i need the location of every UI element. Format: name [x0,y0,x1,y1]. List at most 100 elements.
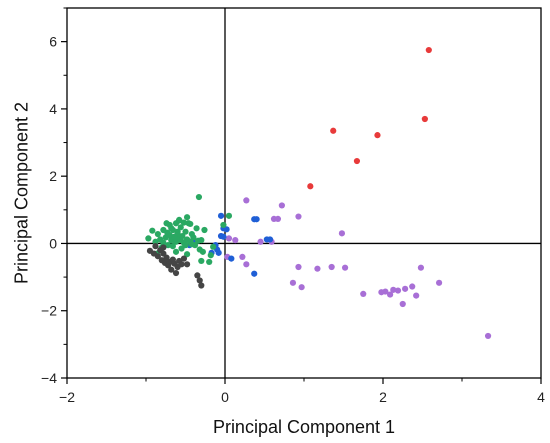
data-point [307,183,314,190]
data-point [190,234,197,241]
data-point [390,286,397,293]
y-tick-label: 0 [49,235,57,251]
data-point [168,266,175,273]
series-3 [145,193,233,266]
data-point [177,236,184,244]
data-point [177,224,184,231]
data-point [163,220,170,227]
y-tick-label: 6 [49,34,57,50]
data-point [257,238,264,245]
data-point [378,289,385,296]
series-4 [146,243,205,289]
data-point [145,235,152,242]
y-tick-label: −2 [41,303,57,319]
data-point [341,264,349,271]
data-point [409,283,416,290]
x-tick-label: 2 [379,389,387,405]
data-point [198,236,205,244]
data-point [182,242,189,249]
data-point [328,263,335,271]
data-point [228,255,235,262]
data-point [217,212,225,219]
data-point [289,279,297,286]
data-point [374,132,381,139]
data-point [295,263,302,271]
x-tick-label: 0 [221,389,229,405]
data-point [251,270,258,277]
x-axis-title: Principal Component 1 [213,417,395,437]
data-point [195,193,203,201]
data-point [178,261,185,268]
data-point [274,215,282,222]
data-point [194,272,201,279]
data-point [243,261,250,268]
data-point [154,230,161,238]
data-point [182,228,189,235]
data-point [172,269,180,277]
data-point [330,127,337,134]
data-point [201,226,208,234]
data-point [160,244,167,251]
data-point [413,292,420,299]
data-point [187,220,194,228]
data-point [183,251,191,258]
data-point [168,225,175,232]
data-point [180,255,188,262]
y-tick-label: 2 [49,168,57,184]
data-point [360,290,367,298]
x-tick-label: 4 [537,389,545,405]
data-point [183,214,191,221]
reference-lines [67,8,541,378]
data-point [223,226,230,233]
data-points [145,46,492,340]
data-point [183,261,191,268]
data-point [353,157,361,165]
data-point [160,239,167,246]
data-point [435,279,443,286]
data-point [154,253,161,260]
data-point [417,264,425,271]
data-point [176,216,183,224]
y-tick-label: 4 [49,101,57,117]
data-point [165,242,172,249]
data-point [198,257,205,265]
data-point [399,300,406,308]
data-point [172,248,180,255]
data-point [402,285,409,292]
data-point [196,277,203,284]
data-point [232,236,239,244]
data-point [206,258,213,266]
data-point [298,284,305,291]
y-axis-title: Principal Component 2 [11,102,31,284]
data-point [225,235,233,242]
data-point [387,291,394,298]
data-point [421,115,428,123]
data-point [174,228,181,235]
data-point [239,253,246,261]
data-point [152,238,159,245]
data-point [166,231,173,239]
data-point [338,230,346,237]
data-point [266,236,274,243]
data-point [210,243,217,250]
data-point [394,287,402,294]
data-point [207,252,214,259]
data-point [295,213,302,220]
data-point [199,248,206,255]
series-1 [217,197,492,340]
plot-border [66,7,542,379]
data-point [163,254,170,261]
data-point [220,233,227,240]
plot-frame [66,7,542,379]
data-point [278,202,285,209]
data-point [314,265,321,272]
data-point [253,216,260,223]
data-point [149,227,156,234]
data-point [215,249,222,256]
data-point [225,212,233,219]
data-point [188,241,195,248]
data-point [193,225,200,232]
